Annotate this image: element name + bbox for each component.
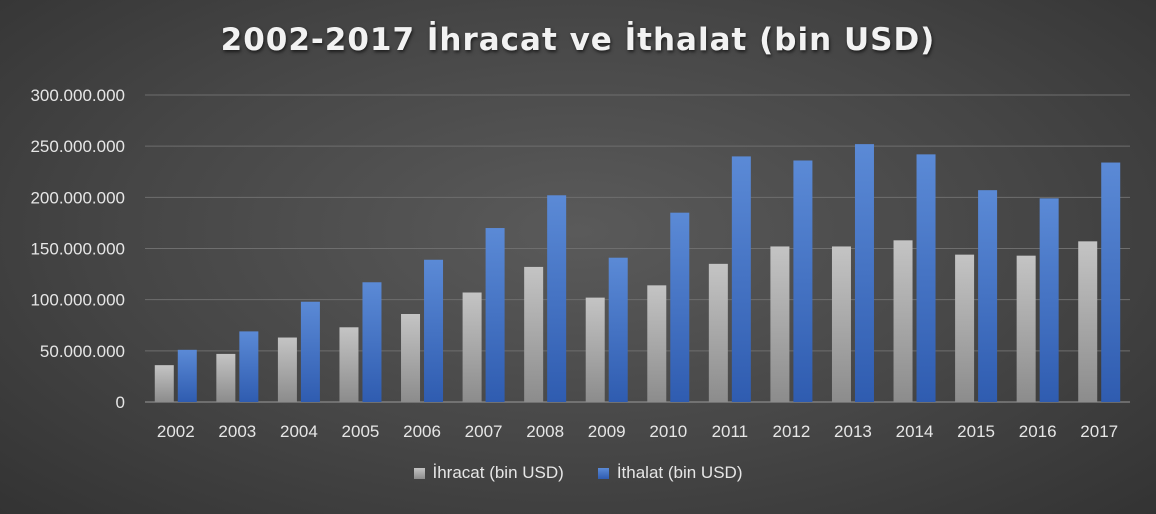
bar-ihracat-2003 (216, 353, 236, 402)
x-tick-label: 2017 (1080, 422, 1118, 441)
bar-ihracat-2013 (831, 246, 851, 402)
bar-ithalat-2006 (424, 259, 444, 402)
bar-ithalat-2015 (978, 190, 998, 402)
bar-ihracat-2014 (893, 240, 913, 402)
y-axis-labels: 0 50.000.000 100.000.000 150.000.000 200.000… (30, 86, 125, 412)
x-tick-label: 2010 (649, 422, 687, 441)
x-tick-label: 2005 (342, 422, 380, 441)
y-tick-label: 250.000.000 (30, 137, 125, 156)
bar-ihracat-2016 (1016, 255, 1036, 402)
x-tick-label: 2016 (1019, 422, 1057, 441)
bar-ihracat-2017 (1078, 241, 1098, 402)
bar-ihracat-2005 (339, 327, 359, 402)
x-tick-label: 2006 (403, 422, 441, 441)
y-tick-label: 50.000.000 (40, 342, 125, 361)
x-axis-labels: 2002 2003 2004 2005 2006 2007 2008 2009 2010 2011… (157, 422, 1118, 441)
legend-label-ithalat: İthalat (bin USD) (616, 463, 743, 482)
x-tick-label: 2004 (280, 422, 318, 441)
legend-item-ithalat: İthalat (bin USD) (597, 463, 743, 483)
bar-ihracat-2007 (462, 292, 482, 402)
bar-ihracat-2002 (154, 365, 174, 402)
legend-swatch-ihracat (413, 467, 425, 479)
x-tick-label: 2014 (896, 422, 934, 441)
y-tick-label: 200.000.000 (30, 188, 125, 207)
x-tick-label: 2003 (218, 422, 256, 441)
bar-ithalat-2011 (731, 156, 751, 402)
y-tick-label: 0 (116, 393, 125, 412)
legend-item-ihracat: İhracat (bin USD) (413, 463, 564, 483)
legend: İhracat (bin USD) İthalat (bin USD) (0, 463, 1156, 483)
bar-ithalat-2005 (362, 282, 382, 402)
bar-ithalat-2009 (608, 257, 628, 402)
bar-ithalat-2004 (300, 301, 320, 402)
bar-ihracat-2015 (955, 254, 975, 402)
x-tick-label: 2009 (588, 422, 626, 441)
x-tick-label: 2011 (712, 422, 749, 441)
bar-ithalat-2003 (239, 331, 259, 402)
x-tick-label: 2007 (465, 422, 503, 441)
bar-ithalat-2014 (916, 154, 936, 402)
y-tick-label: 300.000.000 (30, 86, 125, 105)
bar-ihracat-2012 (770, 246, 790, 402)
bars (154, 144, 1121, 402)
bar-ithalat-2007 (485, 228, 505, 402)
bar-ithalat-2017 (1101, 162, 1121, 402)
bar-ihracat-2008 (524, 266, 544, 402)
bar-ihracat-2010 (647, 285, 667, 402)
x-tick-label: 2015 (957, 422, 995, 441)
bar-ithalat-2012 (793, 160, 813, 402)
legend-label-ihracat: İhracat (bin USD) (432, 463, 564, 482)
bar-ihracat-2009 (585, 297, 605, 402)
bar-ihracat-2004 (277, 337, 297, 402)
x-tick-label: 2013 (834, 422, 872, 441)
bar-ithalat-2010 (670, 212, 690, 402)
y-tick-label: 100.000.000 (30, 291, 125, 310)
bar-ithalat-2016 (1039, 198, 1059, 402)
chart-title: 2002-2017 İhracat ve İthalat (bin USD) (220, 22, 936, 58)
legend-swatch-ithalat (597, 467, 609, 479)
y-tick-label: 150.000.000 (30, 240, 125, 259)
bar-ihracat-2006 (401, 313, 421, 402)
bar-ithalat-2008 (547, 195, 567, 402)
x-tick-label: 2012 (772, 422, 810, 441)
bar-ithalat-2002 (177, 349, 197, 402)
x-tick-label: 2008 (526, 422, 564, 441)
bar-ithalat-2013 (854, 144, 874, 402)
x-tick-label: 2002 (157, 422, 195, 441)
bar-ihracat-2011 (708, 263, 728, 402)
